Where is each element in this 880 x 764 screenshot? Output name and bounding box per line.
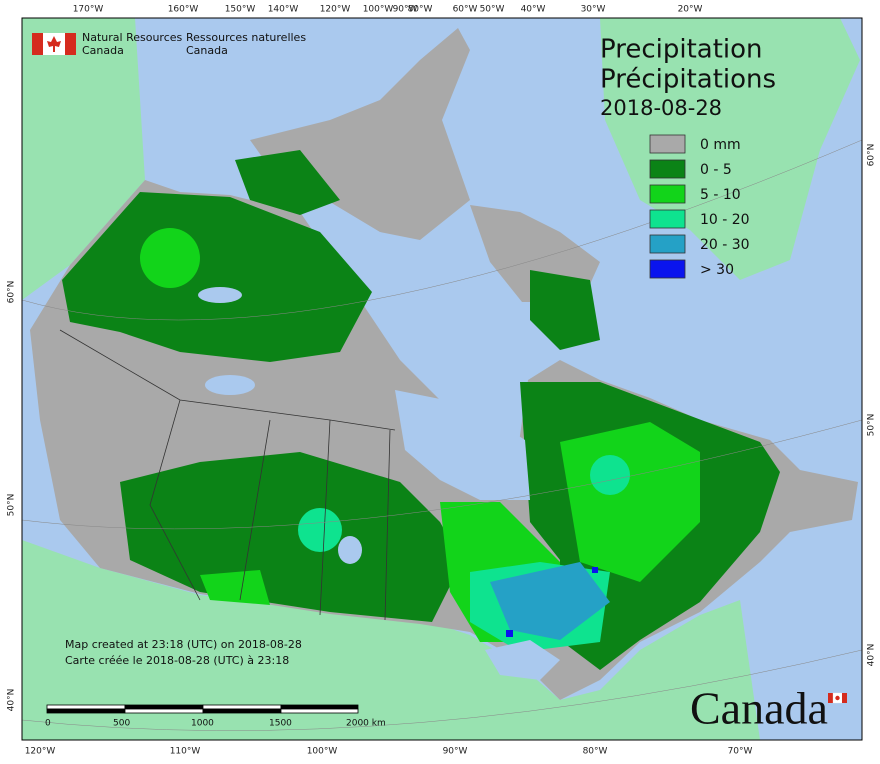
legend-label: 5 - 10 bbox=[700, 187, 741, 203]
graticule-label: 120°W bbox=[25, 747, 56, 757]
precip-zone bbox=[506, 630, 513, 637]
precip-zone bbox=[530, 270, 600, 350]
scale-segment bbox=[202, 708, 282, 714]
scale-label: 2000 km bbox=[346, 719, 386, 729]
scale-segment bbox=[46, 708, 126, 714]
legend-swatch bbox=[649, 259, 686, 279]
scale-bar: 0 500 1000 1500 2000 km bbox=[45, 704, 386, 729]
canada-wordmark: Canada bbox=[690, 683, 847, 734]
legend-swatch bbox=[649, 184, 686, 204]
graticule-label: 150°W bbox=[225, 5, 256, 15]
scale-segment bbox=[46, 704, 126, 710]
lake bbox=[338, 536, 362, 564]
legend-label: 10 - 20 bbox=[700, 212, 750, 228]
graticule-label: 170°W bbox=[73, 5, 104, 15]
title-fr: Précipitations bbox=[600, 65, 776, 95]
graticule-label: 140°W bbox=[268, 5, 299, 15]
graticule-label: 50°N bbox=[867, 414, 877, 437]
legend-label: > 30 bbox=[700, 262, 734, 278]
precip-zone bbox=[140, 228, 200, 288]
graticule-label: 70°W bbox=[728, 747, 753, 757]
legend-label: 20 - 30 bbox=[700, 237, 750, 253]
precip-zone bbox=[235, 150, 340, 215]
scale-segment bbox=[124, 704, 204, 710]
alaska bbox=[22, 18, 145, 300]
legend-swatch bbox=[649, 234, 686, 254]
graticule-label: 80°W bbox=[408, 5, 433, 15]
graticule-label: 20°W bbox=[678, 5, 703, 15]
graticule-label: 40°N bbox=[7, 689, 17, 712]
map-date: 2018-08-28 bbox=[600, 96, 722, 120]
dept-en: Canada bbox=[82, 44, 124, 57]
legend-swatch bbox=[649, 134, 686, 154]
graticule-label: 60°W bbox=[453, 5, 478, 15]
nrcan-signature: Natural Resources Canada Ressources natu… bbox=[32, 31, 306, 57]
graticule-label: 40°N bbox=[867, 644, 877, 667]
maple-leaf bbox=[835, 695, 840, 701]
graticule-label: 50°W bbox=[480, 5, 505, 15]
scale-label: 1500 bbox=[269, 719, 292, 729]
graticule-label: 90°W bbox=[393, 5, 418, 15]
precip-zone bbox=[200, 570, 270, 605]
lake bbox=[198, 287, 242, 303]
graticule-label: 30°W bbox=[581, 5, 606, 15]
precip-zone bbox=[592, 567, 598, 573]
hudson-bay bbox=[395, 390, 530, 500]
note: Map created at 23:18 (UTC) on 2018-08-28 bbox=[65, 638, 302, 651]
graticule-label: 90°W bbox=[443, 747, 468, 757]
graticule-label: 50°N bbox=[7, 494, 17, 517]
graticule-label: 100°W bbox=[307, 747, 338, 757]
graticule-label: 60°N bbox=[867, 144, 877, 167]
scale-label: 500 bbox=[113, 719, 130, 729]
graticule-label: 60°N bbox=[7, 281, 17, 304]
flag-bar bbox=[828, 693, 833, 703]
scale-segment bbox=[124, 708, 204, 714]
flag-bar bbox=[32, 33, 43, 55]
map-frame bbox=[21, 17, 863, 741]
note: Carte créée le 2018-08-28 (UTC) à 23:18 bbox=[65, 654, 289, 667]
maple-leaf bbox=[47, 36, 61, 52]
dept-en: Natural Resources bbox=[82, 31, 183, 44]
legend-swatch bbox=[649, 209, 686, 229]
graticule-labels: 170°W 160°W 150°W 140°W 120°W 100°W 90°W80°W 60… bbox=[7, 5, 877, 757]
precip-zone bbox=[490, 562, 610, 640]
scale-label: 0 bbox=[45, 719, 51, 729]
precip-zone bbox=[590, 455, 630, 495]
dept-fr: Ressources naturelles bbox=[186, 31, 306, 44]
graticule-label: 80°W bbox=[583, 747, 608, 757]
united-states bbox=[22, 540, 760, 740]
map-body bbox=[22, 18, 862, 740]
precip-zone bbox=[298, 508, 342, 552]
title-en: Precipitation bbox=[600, 35, 763, 65]
dept-fr: Canada bbox=[186, 44, 228, 57]
legend: 0 mm 0 - 5 5 - 10 10 - 20 20 - 30 > 30 bbox=[649, 134, 750, 279]
graticule-label: 160°W bbox=[168, 5, 199, 15]
scale-segment bbox=[280, 704, 359, 710]
graticule-label: 120°W bbox=[320, 5, 351, 15]
province-borders bbox=[59, 329, 396, 621]
graticule-label: 100°W bbox=[363, 5, 394, 15]
scale-segment bbox=[202, 704, 282, 710]
lake bbox=[205, 375, 255, 395]
legend-label: 0 mm bbox=[700, 137, 741, 153]
graticule-label: 110°W bbox=[170, 747, 201, 757]
legend-swatch bbox=[649, 159, 686, 179]
graticule bbox=[22, 139, 862, 731]
graticule-label: 40°W bbox=[521, 5, 546, 15]
great-lakes bbox=[485, 640, 560, 680]
scale-segment bbox=[280, 708, 359, 714]
flag-bar bbox=[842, 693, 847, 703]
flag-bar bbox=[65, 33, 76, 55]
wordmark: Canada bbox=[690, 683, 828, 734]
legend-label: 0 - 5 bbox=[700, 162, 732, 178]
scale-label: 1000 bbox=[191, 719, 214, 729]
precip-zone bbox=[62, 192, 372, 362]
